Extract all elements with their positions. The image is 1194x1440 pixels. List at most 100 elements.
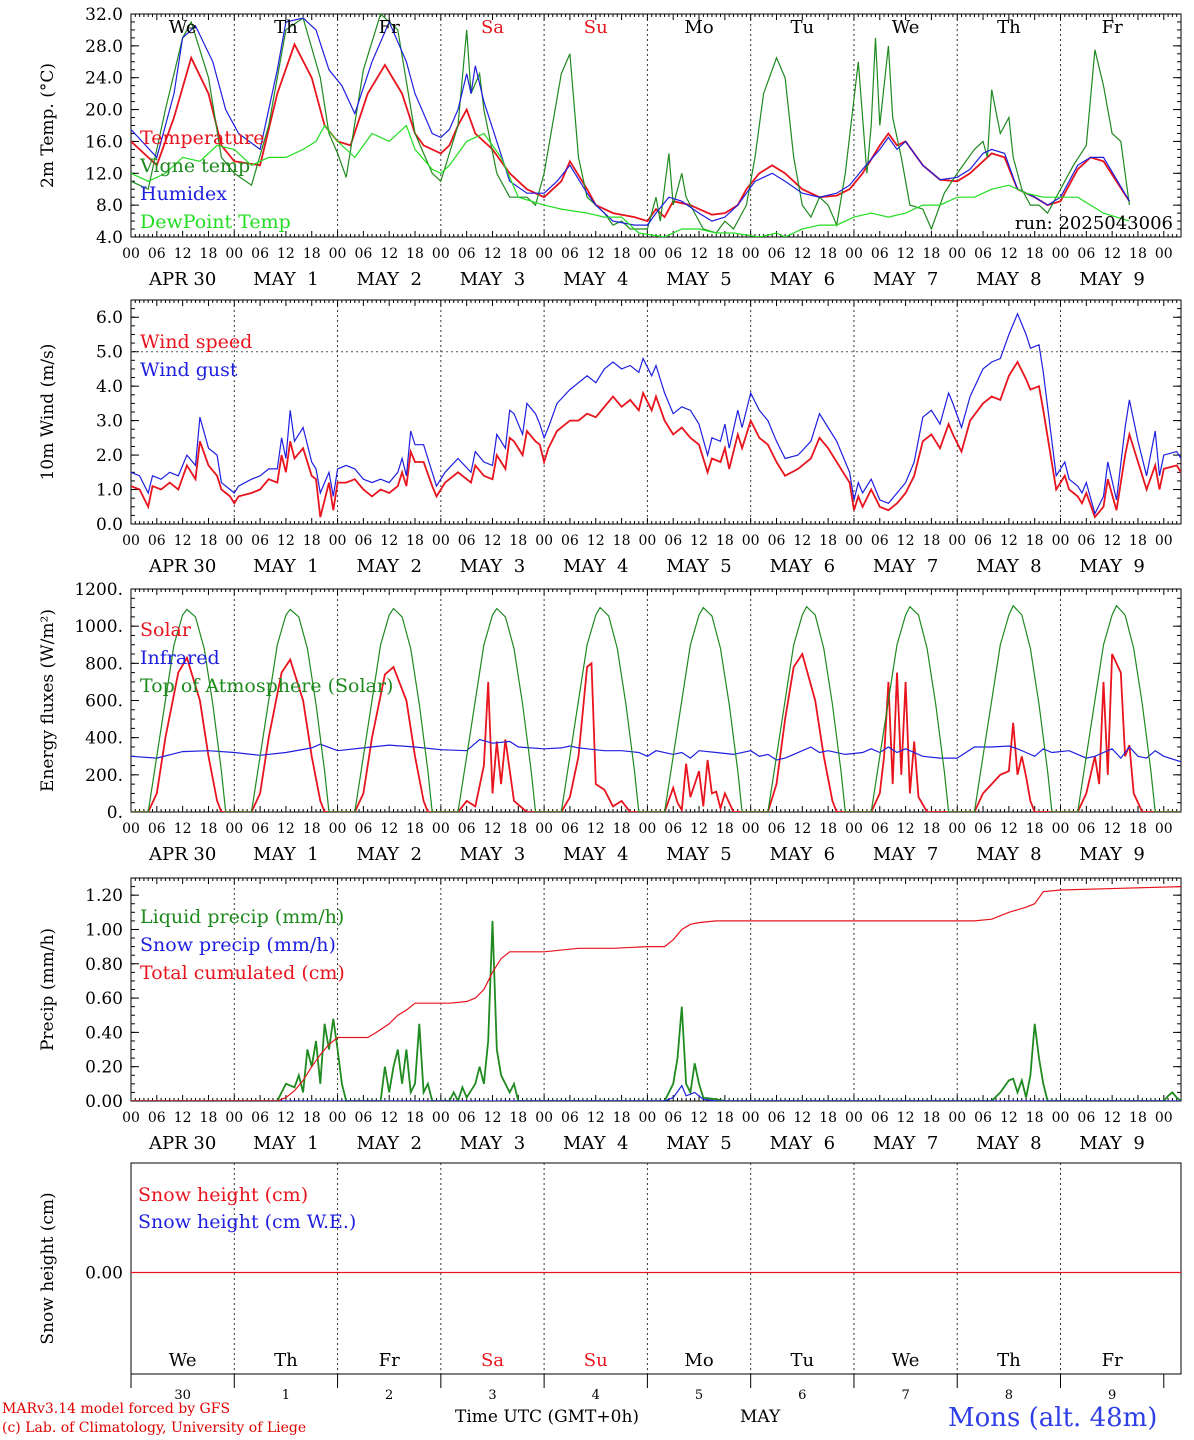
hour-label: 00 [742, 246, 760, 262]
weekday-label: We [892, 17, 920, 38]
hour-label: 12 [793, 821, 811, 837]
y-tick-label: 24.0 [85, 69, 123, 89]
hour-label: 12 [380, 246, 398, 262]
y-tick-label: 0.60 [85, 989, 123, 1009]
weekday-label: Su [584, 1350, 608, 1371]
hour-label: 06 [974, 1110, 992, 1126]
hour-label: 18 [1129, 1110, 1147, 1126]
hour-label: 00 [845, 246, 863, 262]
y-tick-label: 0.20 [85, 1058, 123, 1078]
hour-label: 00 [225, 246, 243, 262]
hour-label: 12 [1000, 246, 1018, 262]
day-number-label: 30 [174, 1388, 191, 1403]
model-line: MARv3.14 model forced by GFS [2, 1401, 231, 1417]
hour-label: 00 [1155, 246, 1173, 262]
hour-label: 00 [535, 533, 553, 549]
hour-label: 06 [251, 821, 269, 837]
hour-label: 06 [354, 533, 372, 549]
y-tick-label: 1000. [74, 617, 123, 637]
panel-2: 0.0 1.0 2.0 3.0 4.0 5.0 6.0 10m Wind (m/s) Wind … [38, 299, 1182, 577]
weekday-label: Sa [481, 1350, 504, 1371]
hour-label: 00 [122, 1110, 140, 1126]
hour-label: 06 [251, 533, 269, 549]
series-line-solar [131, 651, 1181, 812]
legend-entry: Liquid precip (mm/h) [140, 906, 344, 928]
date-label: MAY 3 [460, 556, 525, 577]
hour-label: 18 [200, 1110, 218, 1126]
date-label: MAY 2 [356, 269, 421, 290]
y-tick-label: 6.0 [96, 308, 123, 328]
y-tick-label: 16.0 [85, 132, 123, 152]
hour-label: 00 [329, 246, 347, 262]
date-label: MAY 5 [666, 1133, 731, 1154]
date-label: MAY 7 [873, 556, 938, 577]
hour-label: 06 [768, 1110, 786, 1126]
hour-label: 06 [871, 533, 889, 549]
series-line-snow-precip-mm-h- [131, 1084, 1181, 1101]
legend-entry: Solar [140, 619, 192, 641]
y-tick-label: 0.40 [85, 1023, 123, 1043]
hour-label: 12 [380, 821, 398, 837]
hour-label: 06 [354, 1110, 372, 1126]
weekday-label: Sa [481, 17, 504, 38]
hour-label: 12 [174, 1110, 192, 1126]
hour-label: 00 [432, 246, 450, 262]
hour-label: 18 [922, 246, 940, 262]
weekday-label: We [892, 1350, 920, 1371]
hour-label: 12 [484, 533, 502, 549]
legend-entry: Top of Atmosphere (Solar) [140, 675, 393, 697]
hour-label: 00 [225, 533, 243, 549]
month-label: MAY [740, 1407, 781, 1427]
hour-label: 00 [1052, 246, 1070, 262]
hour-label: 12 [690, 1110, 708, 1126]
hour-label: 12 [587, 1110, 605, 1126]
hour-label: 12 [1103, 821, 1121, 837]
hour-label: 12 [174, 246, 192, 262]
hour-label: 12 [793, 533, 811, 549]
hour-label: 00 [638, 821, 656, 837]
weekday-label: Th [274, 1350, 298, 1371]
weekday-label: Su [584, 17, 608, 38]
copyright-line: (c) Lab. of Climatology, University of L… [2, 1420, 307, 1436]
hour-label: 18 [613, 1110, 631, 1126]
hour-label: 00 [742, 1110, 760, 1126]
panel-1: 4.0 8.0 12.0 16.0 20.0 24.0 28.0 32.0 2m Temp. (… [38, 5, 1182, 290]
hour-label: 18 [922, 533, 940, 549]
hour-label: 00 [432, 533, 450, 549]
hour-label: 00 [535, 1110, 553, 1126]
day-number-label: 5 [695, 1388, 703, 1403]
hour-label: 18 [819, 1110, 837, 1126]
date-label: MAY 7 [873, 269, 938, 290]
hour-label: 06 [974, 533, 992, 549]
hour-label: 00 [122, 246, 140, 262]
day-number-label: 4 [592, 1388, 600, 1403]
date-label: MAY 7 [873, 1133, 938, 1154]
hour-label: 00 [948, 246, 966, 262]
hour-label: 12 [897, 533, 915, 549]
plot-frame [130, 299, 1182, 525]
weekday-label: We [169, 17, 197, 38]
y-axis-label: Energy fluxes (W/m²) [38, 609, 58, 792]
hour-label: 18 [1129, 533, 1147, 549]
hour-label: 18 [613, 246, 631, 262]
hour-label: 12 [587, 533, 605, 549]
hour-label: 06 [1077, 246, 1095, 262]
hour-label: 00 [122, 533, 140, 549]
hour-label: 18 [922, 821, 940, 837]
hour-label: 18 [200, 533, 218, 549]
hour-label: 12 [587, 246, 605, 262]
y-tick-label: 400. [85, 729, 123, 749]
hour-label: 18 [303, 246, 321, 262]
hour-label: 12 [174, 533, 192, 549]
date-label: MAY 1 [253, 556, 318, 577]
y-axis-label: 10m Wind (m/s) [38, 344, 58, 481]
hour-label: 00 [329, 1110, 347, 1126]
day-number-label: 3 [488, 1388, 496, 1403]
series-line-wind-speed [131, 360, 1181, 519]
date-label: MAY 9 [1079, 556, 1144, 577]
hour-label: 06 [148, 246, 166, 262]
hour-label: 12 [690, 821, 708, 837]
series-line-dewpoint-temp [131, 124, 1130, 237]
hour-label: 12 [793, 1110, 811, 1126]
hour-label: 12 [484, 821, 502, 837]
